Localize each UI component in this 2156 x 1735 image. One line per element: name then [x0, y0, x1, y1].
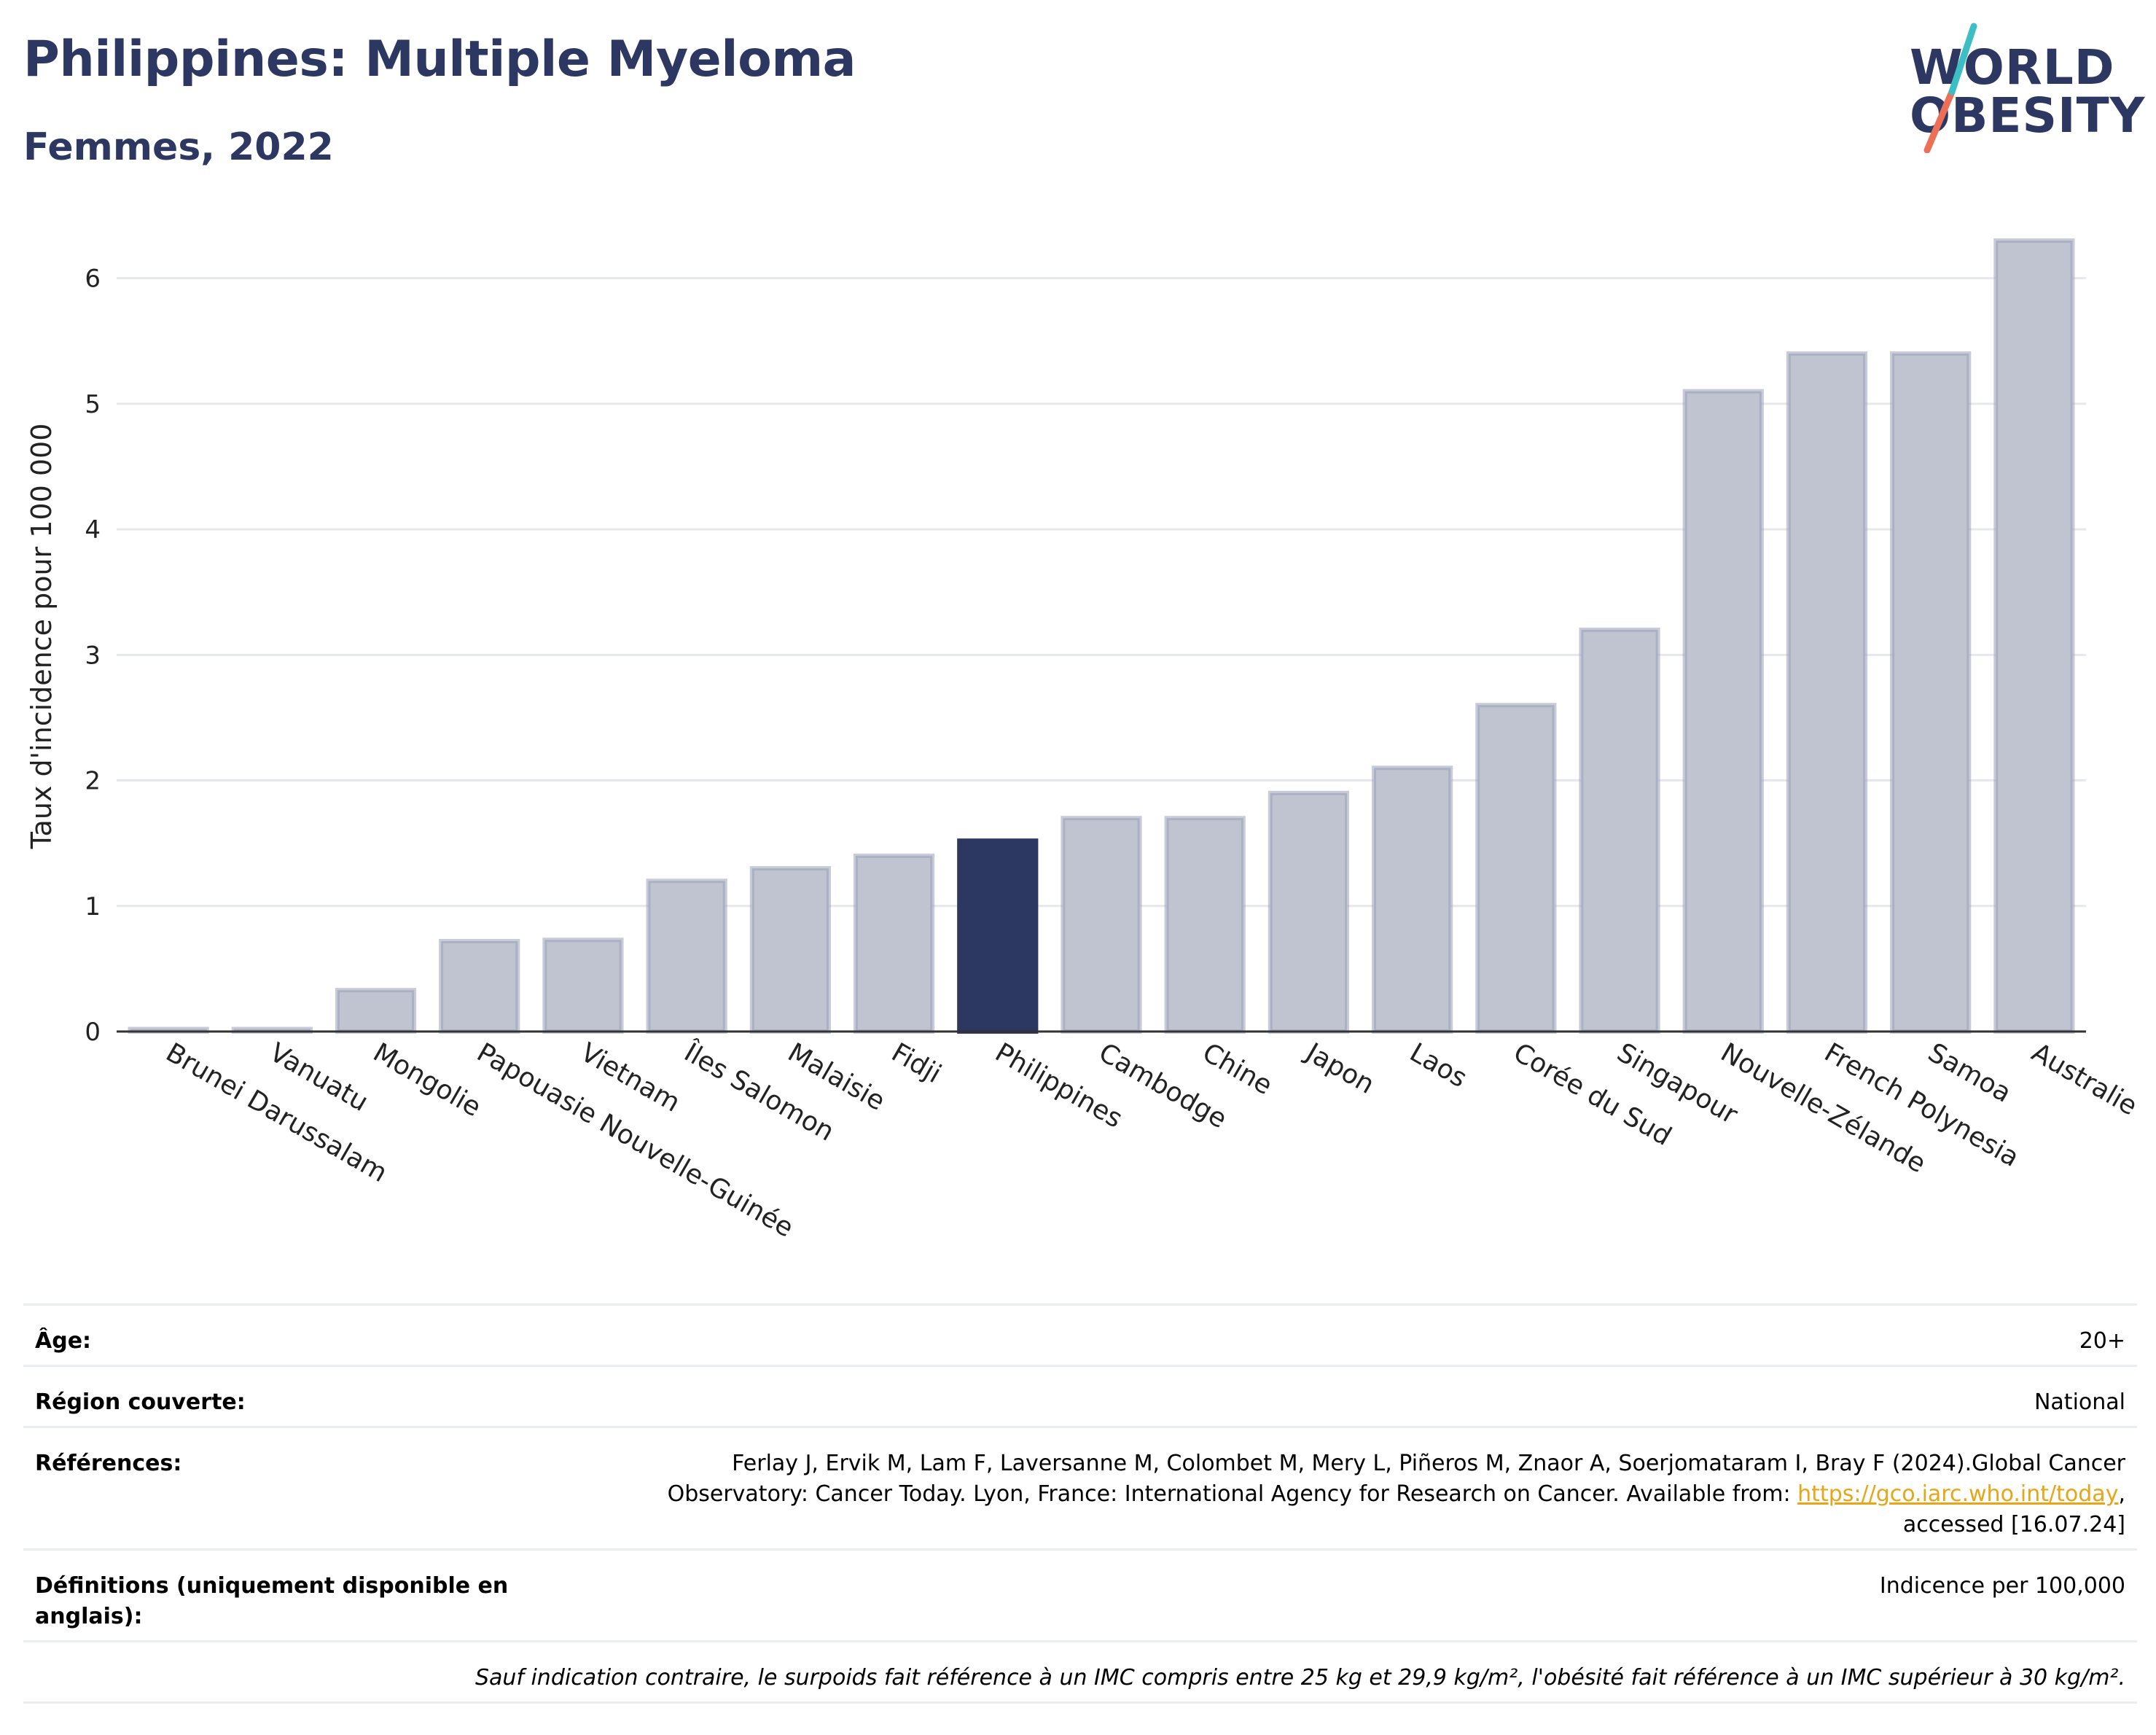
table-bottom-border: [23, 1701, 2137, 1704]
y-tick-label: 0: [85, 1018, 101, 1047]
bar: [646, 878, 727, 1034]
info-table: Âge: 20+ Région couverte: National Référ…: [23, 1303, 2137, 1704]
bar: [1993, 238, 2075, 1034]
bar: [1061, 816, 1142, 1034]
chart-title: Philippines: Multiple Myeloma: [23, 31, 856, 88]
bars: [128, 238, 2075, 1034]
y-tick-label: 1: [85, 892, 101, 921]
bar: [1890, 351, 1972, 1034]
info-label: Références:: [35, 1451, 182, 1476]
info-row-references: Références: Ferlay J, Ervik M, Lam F, La…: [23, 1426, 2137, 1548]
bar: [1579, 627, 1660, 1034]
bar: [1268, 790, 1350, 1034]
bar: [1475, 703, 1557, 1034]
bar: [957, 838, 1039, 1034]
x-tick-label: Laos: [1405, 1037, 1472, 1093]
chart-subtitle: Femmes, 2022: [23, 125, 334, 169]
info-row-age: Âge: 20+: [23, 1303, 2137, 1365]
bar: [335, 988, 417, 1034]
y-tick-label: 4: [85, 515, 101, 545]
y-axis-label: Taux d'incidence pour 100 000: [26, 424, 58, 850]
info-row-note: Sauf indication contraire, le surpoids f…: [23, 1640, 2137, 1701]
logo-word-world: WORLD: [1910, 39, 2115, 95]
logo-slash-icon: [1923, 23, 1977, 153]
reference-text: Ferlay J, Ervik M, Lam F, Laversanne M, …: [667, 1451, 2125, 1507]
y-tick-label: 6: [85, 265, 101, 294]
world-obesity-logo: WORLD OBESITY: [1895, 22, 2144, 153]
x-tick-label: Mongolie: [368, 1037, 486, 1123]
reference-link[interactable]: https://gco.iarc.who.int/today: [1797, 1481, 2119, 1507]
info-label: Définitions (uniquement disponible en an…: [35, 1573, 509, 1629]
reference-accessed: , accessed [16.07.24]: [1902, 1481, 2125, 1537]
bar: [439, 939, 520, 1034]
x-tick-label: Chine: [1198, 1037, 1278, 1101]
info-label: Âge:: [35, 1328, 92, 1354]
x-tick-label: Fidji: [886, 1037, 946, 1089]
info-value: Ferlay J, Ervik M, Lam F, Laversanne M, …: [595, 1449, 2125, 1540]
bar: [749, 866, 831, 1034]
bar: [1786, 351, 1868, 1034]
x-tick-label: Australie: [2026, 1037, 2141, 1121]
bar: [853, 853, 935, 1034]
bar: [1164, 816, 1246, 1034]
info-label: Région couverte:: [35, 1389, 246, 1415]
info-row-region: Région couverte: National: [23, 1365, 2137, 1426]
footnote: Sauf indication contraire, le surpoids f…: [474, 1665, 2125, 1691]
info-row-definitions: Définitions (uniquement disponible en an…: [23, 1548, 2137, 1640]
y-tick-label: 5: [85, 390, 101, 419]
x-tick-label: Japon: [1300, 1037, 1379, 1100]
bar: [1372, 765, 1453, 1034]
info-value: 20+: [2079, 1328, 2125, 1354]
y-tick-label: 3: [85, 641, 101, 670]
bar: [542, 937, 624, 1034]
y-tick-label: 2: [85, 767, 101, 796]
bar: [1682, 389, 1764, 1034]
info-value: Indicence per 100,000: [1879, 1573, 2125, 1599]
info-value: National: [2034, 1389, 2125, 1415]
